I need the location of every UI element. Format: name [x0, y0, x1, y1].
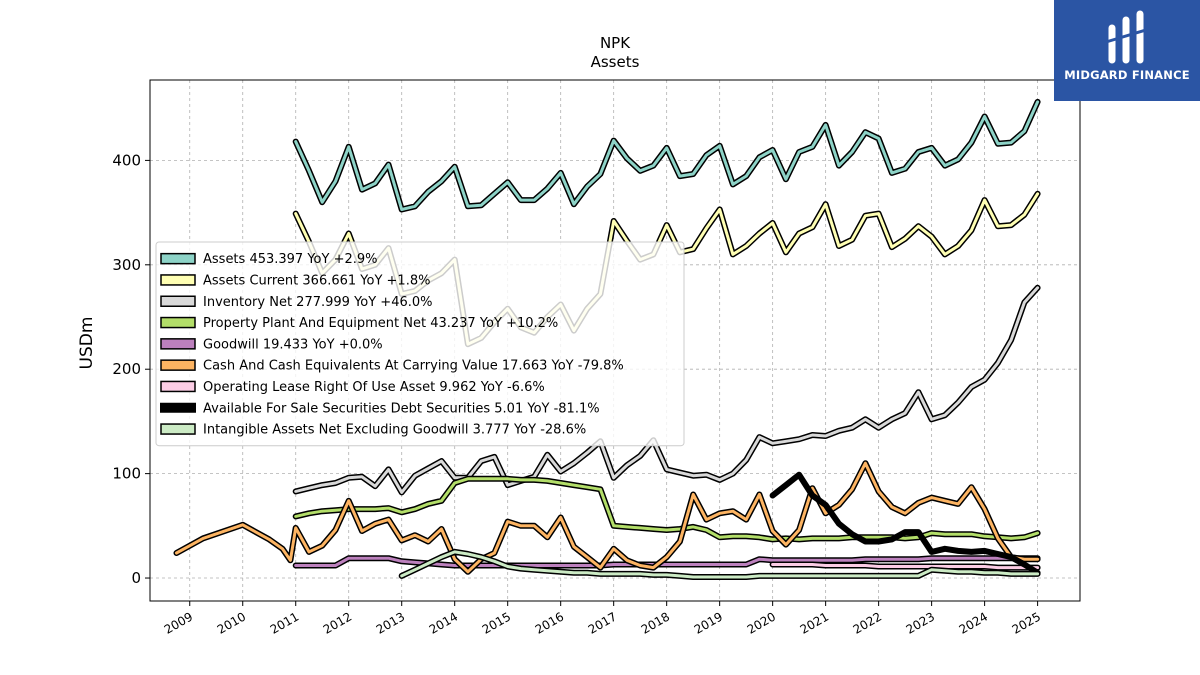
y-tick-label: 300 — [112, 256, 141, 274]
series-line — [294, 556, 1040, 567]
legend-item: Inventory Net 277.999 YoY +46.0% — [160, 295, 433, 310]
series-inventory-net — [292, 284, 1041, 496]
x-tick-label: 2013 — [374, 609, 407, 636]
x-axis-ticks: 2009 2010 2011 2012 2013 2014 2015 2016 2017 2018… — [162, 601, 1043, 637]
legend-swatch — [160, 316, 196, 329]
y-tick-label: 100 — [112, 465, 141, 483]
legend: Assets 453.397 YoY +2.9% Assets Current 3… — [155, 241, 685, 447]
x-tick-label: 2015 — [480, 609, 513, 636]
legend-label: Property Plant And Equipment Net 43.237 … — [203, 316, 558, 331]
y-axis-label: USDm — [77, 317, 97, 370]
series-line — [400, 550, 1040, 579]
legend-box — [155, 241, 685, 447]
legend-swatch — [160, 423, 196, 435]
legend-swatch — [160, 252, 196, 265]
legend-item: Assets 453.397 YoY +2.9% — [160, 252, 378, 267]
x-tick-label: 2019 — [692, 609, 725, 636]
x-tick-label: 2017 — [586, 609, 619, 636]
series-line — [769, 471, 1041, 576]
x-tick-label: 2023 — [904, 609, 937, 636]
x-tick-label: 2016 — [533, 609, 566, 636]
y-axis-ticks: 0 100 200 300 400 — [112, 151, 150, 587]
legend-swatch — [160, 274, 196, 286]
y-tick-label: 200 — [112, 360, 141, 378]
series-cash-and-cash-equivalents-at-carrying-value — [173, 460, 1041, 575]
legend-swatch — [160, 338, 196, 350]
legend-label: Cash And Cash Equivalents At Carrying Va… — [203, 359, 624, 374]
legend-item: Property Plant And Equipment Net 43.237 … — [160, 316, 558, 331]
legend-swatch — [160, 359, 196, 371]
legend-label: Operating Lease Right Of Use Asset 9.962… — [203, 380, 545, 395]
legend-item: Operating Lease Right Of Use Asset 9.962… — [160, 380, 545, 395]
legend-swatch — [160, 380, 196, 393]
legend-item: Available For Sale Securities Debt Secur… — [160, 401, 600, 416]
midgard-logo-icon — [1105, 10, 1147, 64]
legend-swatch — [160, 402, 196, 413]
x-tick-label: 2022 — [851, 609, 884, 636]
series-lines — [173, 98, 1041, 580]
x-tick-label: 2021 — [798, 609, 831, 636]
series-intangible-assets-net-excluding-goodwill — [398, 548, 1041, 580]
x-tick-label: 2010 — [215, 609, 248, 636]
series-outline — [173, 460, 1041, 575]
brand-name: MIDGARD FINANCE — [1064, 68, 1190, 82]
y-tick-label: 0 — [131, 569, 141, 587]
chart-title: NPK — [600, 34, 631, 52]
brand-logo: MIDGARD FINANCE — [1054, 0, 1200, 101]
x-tick-label: 2024 — [957, 609, 990, 636]
series-line — [294, 100, 1040, 211]
x-tick-label: 2018 — [639, 609, 672, 636]
legend-label: Available For Sale Securities Debt Secur… — [203, 401, 600, 416]
y-tick-label: 400 — [112, 151, 141, 169]
series-property-plant-and-equipment-net — [292, 475, 1041, 543]
chart-subtitle: Assets — [591, 53, 640, 71]
series-available-for-sale-securities-debt-securities — [769, 471, 1041, 576]
x-tick-label: 2020 — [745, 609, 778, 636]
series-operating-lease-right-of-use-asset — [769, 561, 1041, 571]
x-tick-label: 2009 — [162, 609, 195, 636]
legend-swatch — [160, 295, 196, 307]
series-line — [175, 461, 1040, 574]
legend-item: Cash And Cash Equivalents At Carrying Va… — [160, 359, 624, 374]
legend-label: Assets 453.397 YoY +2.9% — [203, 252, 378, 267]
x-tick-label: 2014 — [427, 609, 460, 636]
x-tick-label: 2025 — [1010, 609, 1043, 636]
legend-item: Goodwill 19.433 YoY +0.0% — [160, 337, 383, 352]
legend-label: Inventory Net 277.999 YoY +46.0% — [203, 295, 433, 310]
x-tick-label: 2011 — [268, 609, 301, 636]
legend-label: Goodwill 19.433 YoY +0.0% — [203, 337, 383, 352]
legend-label: Intangible Assets Net Excluding Goodwill… — [203, 423, 586, 438]
series-line — [771, 563, 1040, 570]
legend-label: Assets Current 366.661 YoY +1.8% — [203, 273, 430, 288]
legend-item: Assets Current 366.661 YoY +1.8% — [160, 273, 430, 288]
series-line — [294, 286, 1040, 494]
series-line — [294, 477, 1040, 541]
series-assets — [292, 98, 1041, 213]
plot-frame — [149, 79, 1081, 602]
x-tick-label: 2012 — [321, 609, 354, 636]
legend-item: Intangible Assets Net Excluding Goodwill… — [160, 423, 586, 438]
series-goodwill — [292, 555, 1041, 569]
